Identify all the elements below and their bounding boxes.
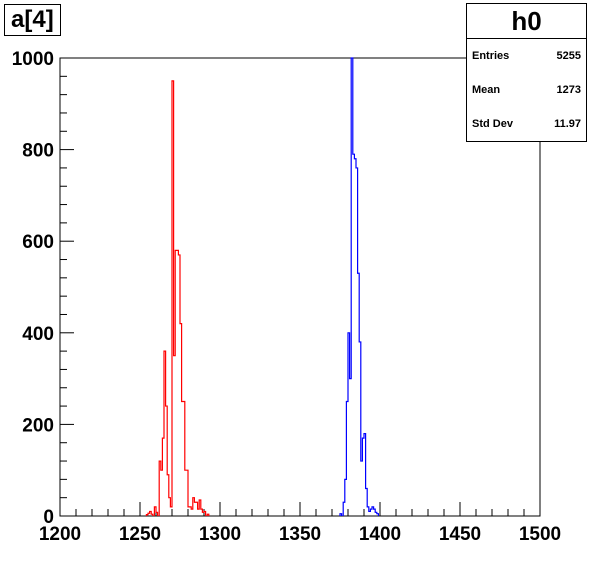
stats-box: h0 Entries 5255 Mean 1273 Std Dev 11.97 (466, 3, 587, 142)
x-tick-label: 1400 (359, 524, 401, 545)
y-tick-label: 800 (22, 141, 54, 162)
y-tick-label: 0 (43, 507, 54, 528)
histogram-series (145, 57, 379, 517)
stats-label: Mean (472, 84, 501, 96)
histogram-series-1 (145, 80, 210, 517)
stats-label: Std Dev (472, 118, 513, 130)
stats-value: 5255 (556, 50, 581, 62)
x-tick-label: 1500 (519, 524, 561, 545)
histogram-series-2 (339, 57, 379, 516)
y-tick-label: 400 (22, 324, 54, 345)
histogram-bin (161, 470, 163, 516)
y-tick-label: 600 (22, 232, 54, 253)
histogram-bin (185, 470, 187, 516)
x-tick-label: 1450 (439, 524, 481, 545)
histogram-bin (369, 511, 371, 516)
x-tick-label: 1200 (39, 524, 81, 545)
chart-title: a[4] (4, 4, 61, 36)
x-tick-label: 1250 (119, 524, 161, 545)
stats-histogram-name: h0 (467, 4, 586, 39)
histogram-bin (174, 356, 176, 516)
histogram-bin (354, 159, 356, 516)
histogram-bin (361, 461, 363, 516)
y-axis: 0 200 400 600 800 1000 (12, 49, 74, 528)
stats-label: Entries (472, 50, 510, 62)
stats-value: 11.97 (554, 118, 581, 130)
histogram-outline (145, 80, 210, 516)
x-tick-label: 1300 (199, 524, 241, 545)
histogram-bin (194, 502, 196, 516)
stats-value: 1273 (556, 84, 581, 96)
y-tick-label: 200 (22, 415, 54, 436)
x-tick-label: 1350 (279, 524, 321, 545)
histogram-bin (353, 154, 355, 516)
histogram-bin (182, 402, 184, 517)
histogram-outline (339, 57, 379, 516)
x-axis: 1200 1250 1300 1350 1400 1450 1500 (39, 502, 561, 545)
stats-row-entries: Entries 5255 (467, 39, 586, 73)
y-tick-label: 1000 (12, 49, 54, 70)
histogram-bin (177, 250, 179, 516)
stats-row-mean: Mean 1273 (467, 73, 586, 107)
histogram-bin (191, 509, 193, 516)
histogram-bin (350, 379, 352, 516)
stats-row-std-dev: Std Dev 11.97 (467, 107, 586, 141)
histogram-bin (198, 509, 200, 516)
